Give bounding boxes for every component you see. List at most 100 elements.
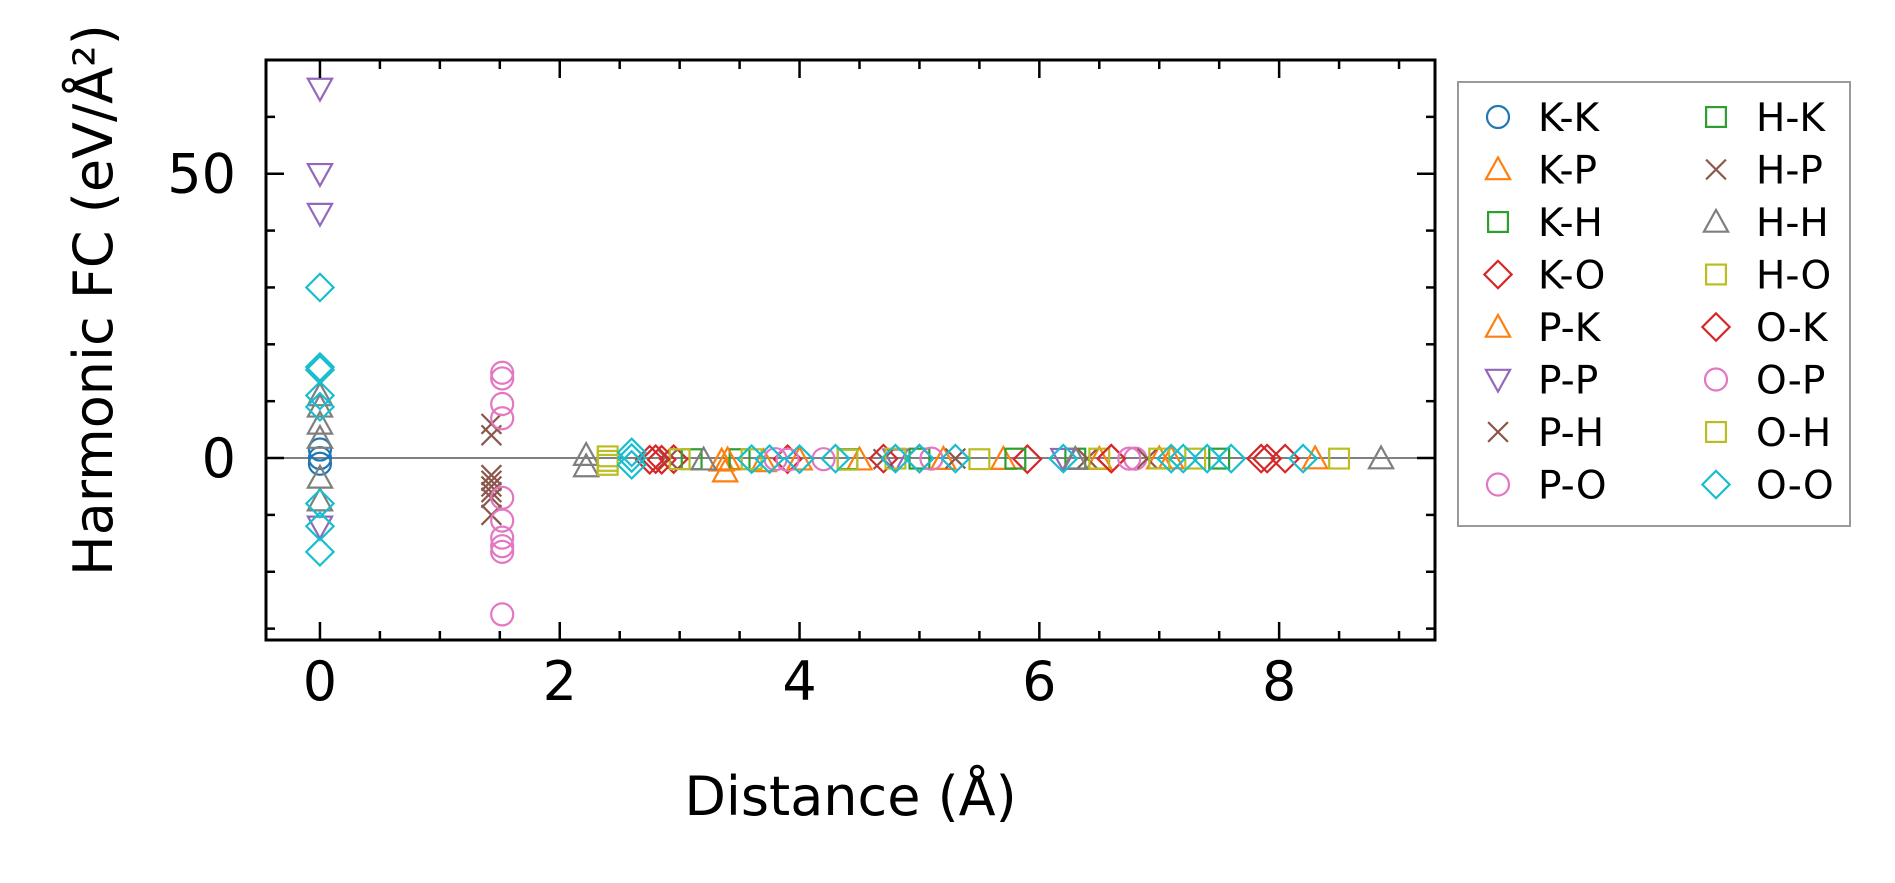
series-H-H xyxy=(305,381,1396,512)
point-O-O-0 xyxy=(304,272,336,303)
legend-marker-O-P xyxy=(1703,367,1729,392)
point-O-O-7 xyxy=(304,536,336,568)
point-O-P-2 xyxy=(1117,446,1142,471)
axes: 0 2 4 6 8 0 50 xyxy=(167,58,1437,713)
point-O-O-16 xyxy=(904,443,935,474)
legend-marker-K-O xyxy=(1482,259,1514,290)
point-O-O-2 xyxy=(304,354,336,386)
point-O-O-17 xyxy=(940,443,971,474)
legend-label: P-P xyxy=(1538,359,1598,404)
point-H-H-10 xyxy=(1367,444,1396,470)
point-O-O-23 xyxy=(1287,443,1319,474)
point-P-P-2 xyxy=(305,202,334,228)
legend-label: P-O xyxy=(1538,464,1607,509)
point-O-O-10 xyxy=(616,449,647,481)
legend-label: O-P xyxy=(1756,359,1825,404)
point-K-O-0 xyxy=(634,444,665,475)
point-H-O-2 xyxy=(596,445,619,468)
legend-entry-O-K: O-K xyxy=(1700,306,1829,351)
legend-entry-H-K: H-K xyxy=(1704,96,1826,141)
legend-label: H-O xyxy=(1756,254,1831,299)
legend-marker-O-K xyxy=(1700,311,1732,343)
point-P-O-6 xyxy=(490,525,515,550)
point-H-P-2 xyxy=(1136,447,1158,470)
point-O-O-22 xyxy=(1215,443,1247,474)
legend-entry-K-K: K-K xyxy=(1485,96,1601,141)
point-O-O-18 xyxy=(1048,443,1079,474)
point-P-O-1 xyxy=(490,366,515,391)
point-P-O-7 xyxy=(490,534,515,559)
point-H-H-0 xyxy=(305,381,334,407)
point-O-O-5 xyxy=(304,488,336,519)
x-tick-label: 8 xyxy=(1262,650,1296,713)
point-K-H-3 xyxy=(1208,447,1231,470)
point-H-H-7 xyxy=(572,452,601,478)
point-O-O-3 xyxy=(304,380,336,411)
legend-label: H-K xyxy=(1756,96,1826,141)
point-K-P-3 xyxy=(929,444,958,470)
point-P-P-1 xyxy=(305,162,334,189)
point-P-H-9 xyxy=(1076,447,1098,470)
x-tick-label: 0 xyxy=(303,650,337,713)
legend-entry-H-O: H-O xyxy=(1704,254,1831,299)
point-K-P-2 xyxy=(785,445,814,471)
legend-marker-O-H xyxy=(1704,421,1727,444)
point-O-O-6 xyxy=(304,511,336,542)
legend-label: H-P xyxy=(1756,149,1823,194)
legend-label: O-O xyxy=(1756,464,1834,509)
legend-marker-K-K xyxy=(1485,104,1511,130)
x-tick-label: 4 xyxy=(782,650,816,713)
point-P-K-3 xyxy=(989,444,1018,470)
legend-entry-O-H: O-H xyxy=(1704,411,1831,456)
legend-label: P-H xyxy=(1538,411,1604,456)
point-H-H-9 xyxy=(1061,444,1090,470)
legend-marker-K-P xyxy=(1484,155,1512,181)
point-K-O-7 xyxy=(1245,443,1277,474)
legend-label: K-P xyxy=(1538,149,1597,194)
point-H-P-0 xyxy=(656,448,679,470)
legend-entry-O-P: O-P xyxy=(1703,359,1825,404)
legend-marker-P-H xyxy=(1487,421,1509,443)
legend-entry-P-O: P-O xyxy=(1485,464,1607,509)
series-P-K xyxy=(713,444,1174,473)
point-K-P-6 xyxy=(1301,444,1330,470)
legend-marker-H-P xyxy=(1705,158,1727,181)
point-O-O-15 xyxy=(880,443,911,474)
legend-entry-K-P: K-P xyxy=(1484,149,1597,194)
x-tick-label: 6 xyxy=(1022,650,1056,713)
series-O-O xyxy=(304,272,1319,568)
point-H-H-2 xyxy=(305,409,334,435)
point-O-O-8 xyxy=(616,437,647,468)
point-K-P-0 xyxy=(707,446,736,472)
legend-marker-O-O xyxy=(1700,469,1732,500)
point-H-O-4 xyxy=(836,448,859,471)
legend-marker-P-P xyxy=(1484,368,1512,394)
point-H-K-2 xyxy=(1004,447,1027,470)
point-H-H-6 xyxy=(572,440,601,466)
point-P-K-2 xyxy=(845,445,874,471)
legend-label: K-O xyxy=(1538,254,1605,299)
y-tick-label: 50 xyxy=(167,143,236,206)
point-H-H-8 xyxy=(689,445,718,471)
point-P-K-0 xyxy=(713,445,742,471)
plot-frame xyxy=(264,58,1437,642)
point-P-O-8 xyxy=(490,539,515,564)
point-O-O-21 xyxy=(1191,443,1223,474)
point-P-O-3 xyxy=(490,406,515,431)
legend-marker-H-O xyxy=(1704,263,1727,286)
legend-entry-H-H: H-H xyxy=(1702,201,1829,246)
point-O-O-20 xyxy=(1168,443,1199,474)
point-O-H-0 xyxy=(740,448,763,471)
y-axis-label: Harmonic FC (eV/Å²) xyxy=(61,24,125,576)
point-K-K-2 xyxy=(307,451,333,476)
point-P-H-2 xyxy=(480,464,503,486)
point-O-K-0 xyxy=(640,443,671,475)
point-O-O-12 xyxy=(754,443,785,475)
legend-entry-O-O: O-O xyxy=(1700,464,1834,509)
x-axis-label: Distance (Å) xyxy=(684,764,1016,828)
legend-marker-P-K xyxy=(1484,312,1512,338)
legend-entry-K-O: K-O xyxy=(1482,254,1605,299)
legend-label: H-H xyxy=(1756,201,1829,246)
legend-marker-H-K xyxy=(1704,105,1727,128)
